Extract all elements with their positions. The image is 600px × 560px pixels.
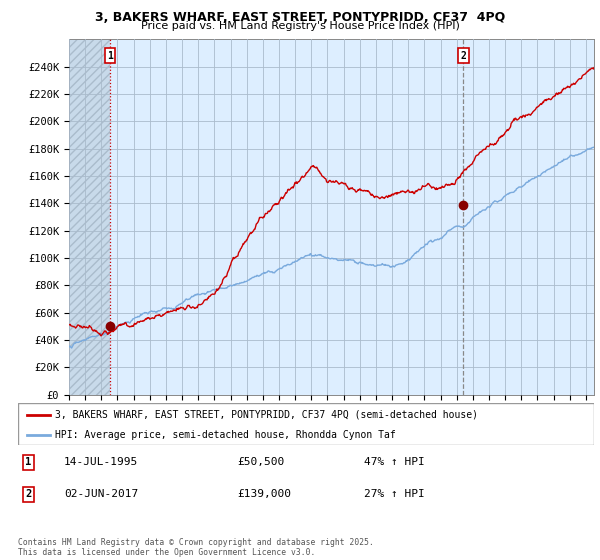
Text: £139,000: £139,000 [237, 489, 291, 500]
Text: 02-JUN-2017: 02-JUN-2017 [64, 489, 139, 500]
Text: 2: 2 [461, 50, 466, 60]
Text: HPI: Average price, semi-detached house, Rhondda Cynon Taf: HPI: Average price, semi-detached house,… [55, 430, 396, 440]
Text: 14-JUL-1995: 14-JUL-1995 [64, 457, 139, 467]
Text: 27% ↑ HPI: 27% ↑ HPI [364, 489, 424, 500]
Text: £50,500: £50,500 [237, 457, 284, 467]
Text: 1: 1 [25, 457, 31, 467]
Text: 2: 2 [25, 489, 31, 500]
Bar [69, 39, 110, 395]
Text: 1: 1 [107, 50, 113, 60]
Text: Contains HM Land Registry data © Crown copyright and database right 2025.
This d: Contains HM Land Registry data © Crown c… [18, 538, 374, 557]
Text: 3, BAKERS WHARF, EAST STREET, PONTYPRIDD, CF37  4PQ: 3, BAKERS WHARF, EAST STREET, PONTYPRIDD… [95, 11, 505, 24]
Text: Price paid vs. HM Land Registry's House Price Index (HPI): Price paid vs. HM Land Registry's House … [140, 21, 460, 31]
Text: 47% ↑ HPI: 47% ↑ HPI [364, 457, 424, 467]
Text: 3, BAKERS WHARF, EAST STREET, PONTYPRIDD, CF37 4PQ (semi-detached house): 3, BAKERS WHARF, EAST STREET, PONTYPRIDD… [55, 410, 478, 420]
